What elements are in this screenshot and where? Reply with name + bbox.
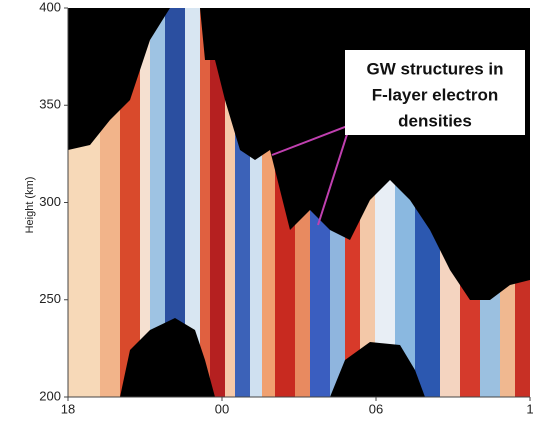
annotation: GW structures in [367, 59, 504, 78]
y-tick-label: 300 [39, 194, 61, 209]
annotation: F-layer electron [372, 85, 499, 104]
x-tick-label: 00 [215, 401, 229, 416]
y-tick-label: 250 [39, 291, 61, 306]
arrow [317, 124, 351, 226]
annotation: densities [398, 111, 472, 130]
annotation-box [345, 50, 525, 135]
y-tick-label: 200 [39, 388, 61, 403]
y-axis-label: Height (km) [24, 177, 36, 234]
x-tick-label: 06 [369, 401, 383, 416]
y-tick-label: 350 [39, 97, 61, 112]
arrow [271, 124, 351, 156]
y-tick-label: 400 [39, 0, 61, 14]
x-tick-label: 18 [61, 401, 75, 416]
x-tick-label: 1 [526, 401, 533, 416]
